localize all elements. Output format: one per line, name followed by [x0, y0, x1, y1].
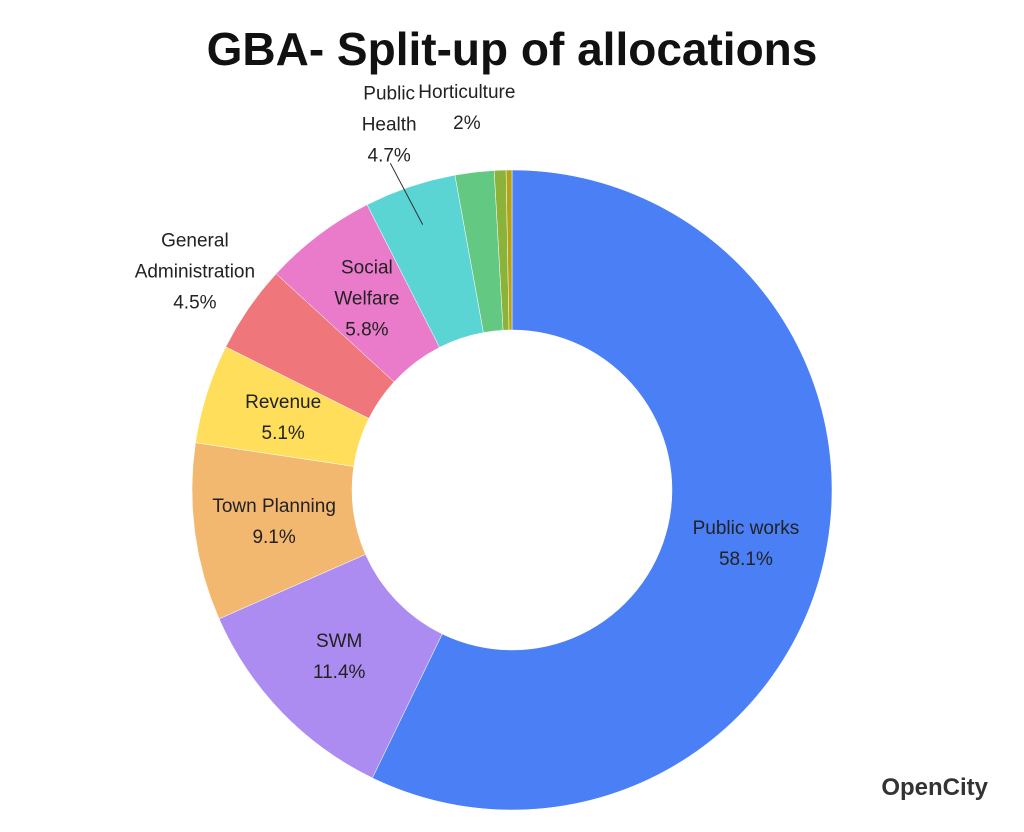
category-label: Horticulture — [418, 81, 516, 103]
chart-title: GBA- Split-up of allocations — [206, 23, 818, 75]
slice — [505, 169, 513, 331]
slice — [218, 554, 443, 779]
slice-label: Horticulture 2% — [417, 77, 517, 139]
slice-label: Public Health 4.7% — [349, 79, 429, 172]
category-label: Revenue — [245, 391, 322, 413]
category-label: Social Welfare — [334, 257, 400, 310]
value-label: 2% — [453, 112, 481, 134]
slice-label: Social Welfare 5.8% — [322, 252, 412, 345]
value-label: 4.7% — [367, 145, 411, 167]
value-label: 5.8% — [345, 319, 389, 341]
category-label: SWM — [315, 630, 363, 652]
category-label: Public works — [692, 517, 800, 539]
slice-label: SWM 11.4% — [254, 626, 424, 688]
leader-line — [389, 163, 424, 225]
slice — [372, 169, 833, 811]
value-label: 58.1% — [718, 548, 773, 570]
slice-label: Public works 58.1% — [661, 513, 831, 575]
slice-label: Revenue 5.1% — [233, 387, 333, 449]
value-label: 9.1% — [252, 526, 296, 548]
value-label: 5.1% — [261, 422, 305, 444]
value-label: 11.4% — [312, 661, 366, 683]
slice-label: Town Planning 9.1% — [189, 491, 359, 553]
logo: OpenCity — [881, 774, 988, 801]
category-label: General Administration — [134, 230, 256, 283]
value-label: 4.5% — [173, 292, 217, 314]
category-label: Town Planning — [212, 495, 336, 517]
category-label: Public Health — [361, 83, 417, 136]
slice-label: General Administration 4.5% — [120, 225, 270, 318]
